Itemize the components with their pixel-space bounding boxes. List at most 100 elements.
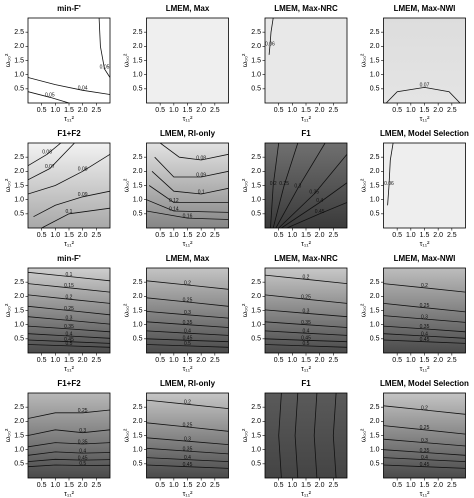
contour-line — [332, 393, 337, 478]
x-tick-label: 1.0 — [50, 107, 60, 114]
x-tick-label: 1.0 — [169, 482, 179, 489]
contour-line — [28, 429, 110, 436]
y-axis-label: ω₀₀² — [242, 303, 249, 317]
contour-label: 0.3 — [79, 428, 86, 434]
contour-label: 0.06 — [42, 150, 52, 156]
contour-line — [28, 325, 110, 333]
x-tick-label: 0.5 — [274, 232, 284, 239]
x-tick-label: 2.5 — [447, 482, 457, 489]
contour-label: 0.2 — [421, 283, 428, 289]
x-tick-label: 1.5 — [420, 357, 430, 364]
contour-line — [33, 190, 110, 218]
y-tick-label: 2.0 — [251, 168, 261, 175]
contour-label: 0.5 — [66, 341, 73, 347]
panel: LMEM, Max-NWI 0.2 0.25 0.3 0.350.40.45 0.5 1.0… — [360, 254, 466, 373]
contour-label: 0.25 — [420, 425, 430, 431]
x-tick-label: 1.5 — [183, 232, 193, 239]
x-axis-label: τ₁₁² — [420, 116, 430, 123]
contour-label: 0.08 — [78, 167, 88, 173]
contour-line — [28, 153, 110, 195]
x-tick-label: 1.5 — [64, 357, 74, 364]
contour-line — [313, 393, 318, 478]
x-tick-label: 2.5 — [447, 357, 457, 364]
contour-line — [146, 399, 229, 409]
contour-label: 0.04 — [78, 86, 88, 92]
y-tick-label: 2.0 — [370, 418, 380, 425]
contour-line — [383, 449, 466, 456]
x-tick-label: 1.5 — [420, 107, 430, 114]
contour-label: 0.35 — [309, 189, 319, 195]
panel: F10.2 0.25 0.30.350.40.450.5 1.0 1.5 2.0 2.50.… — [242, 129, 348, 248]
y-tick-label: 2.5 — [14, 29, 24, 36]
x-tick-label: 1.0 — [169, 232, 179, 239]
panel: F1+F20.060.07 0.080.090.10.5 1.0 1.5 2.0 2.50… — [5, 129, 111, 248]
y-tick-label: 1.5 — [14, 307, 24, 314]
contour-label: 0.4 — [303, 328, 310, 334]
y-axis-label: ω₀₀² — [242, 178, 249, 192]
y-tick-label: 0.5 — [251, 461, 261, 468]
contour-line — [28, 442, 110, 448]
x-tick-label: 1.0 — [406, 482, 416, 489]
plot-background — [383, 18, 466, 103]
contour-label: 0.3 — [303, 309, 310, 315]
contour-line — [286, 202, 347, 228]
plot-background — [265, 18, 347, 103]
contour-label: 0.4 — [421, 455, 428, 461]
contour-label: 0.09 — [78, 192, 88, 198]
contour-line — [146, 447, 229, 455]
y-axis-label: ω₀₀² — [242, 428, 249, 442]
contour-line — [146, 280, 229, 290]
y-tick-label: 2.5 — [370, 279, 380, 286]
contour-line — [146, 344, 229, 348]
y-tick-label: 0.5 — [370, 336, 380, 343]
x-axis-label: τ₁₁² — [183, 491, 193, 498]
x-tick-label: 0.5 — [37, 482, 47, 489]
y-tick-label: 2.0 — [133, 43, 143, 50]
x-tick-label: 0.5 — [392, 232, 402, 239]
contour-label: 0.45 — [420, 462, 430, 468]
contour-line — [265, 294, 347, 304]
y-axis-label: ω₀₀² — [123, 53, 130, 67]
y-tick-label: 0.5 — [251, 336, 261, 343]
x-tick-label: 0.5 — [155, 107, 165, 114]
panel: min-F'0.10.150.20.250.30.350.40.450.50.5… — [5, 254, 111, 373]
x-tick-label: 1.0 — [50, 232, 60, 239]
contour-line — [294, 393, 299, 478]
contours: 0.2 0.25 0.3 0.35 0.4 0.450.5 — [146, 280, 229, 348]
x-tick-label: 2.0 — [433, 482, 443, 489]
y-tick-label: 2.0 — [251, 293, 261, 300]
x-tick-label: 0.5 — [155, 482, 165, 489]
contour-line — [265, 274, 347, 284]
contour-line — [275, 143, 326, 228]
contour-label: 0.2 — [421, 405, 428, 411]
contour-label: 0.06 — [384, 181, 394, 187]
x-axis-label: τ₁₁² — [301, 241, 311, 248]
contour-line — [265, 321, 347, 328]
y-tick-label: 1.0 — [251, 72, 261, 79]
panel-title: LMEM, RI-only — [160, 379, 216, 388]
contour-label: 0.25 — [64, 306, 74, 312]
y-tick-label: 0.5 — [14, 211, 24, 218]
x-tick-label: 2.5 — [447, 232, 457, 239]
y-tick-label: 1.0 — [251, 322, 261, 329]
x-tick-label: 1.0 — [406, 107, 416, 114]
contour-line — [146, 297, 229, 307]
contour-line — [28, 271, 110, 282]
contours: 0.04 0.05 0.05 — [28, 18, 110, 103]
contour-line — [146, 338, 229, 343]
contour-line — [98, 18, 110, 78]
contour-label: 0.4 — [184, 328, 191, 334]
y-tick-label: 2.5 — [251, 154, 261, 161]
contour-label: 0.25 — [183, 422, 193, 428]
contour-label: 0.3 — [421, 314, 428, 320]
panel-title: LMEM, Max — [166, 254, 210, 263]
contour-line — [28, 339, 110, 344]
contour-line — [159, 143, 229, 161]
contour-line — [383, 339, 466, 344]
y-tick-label: 1.0 — [14, 197, 24, 204]
contour-line — [383, 438, 466, 447]
y-tick-label: 0.5 — [251, 86, 261, 93]
x-tick-label: 2.0 — [315, 232, 325, 239]
x-axis-label: τ₁₁² — [183, 116, 193, 123]
